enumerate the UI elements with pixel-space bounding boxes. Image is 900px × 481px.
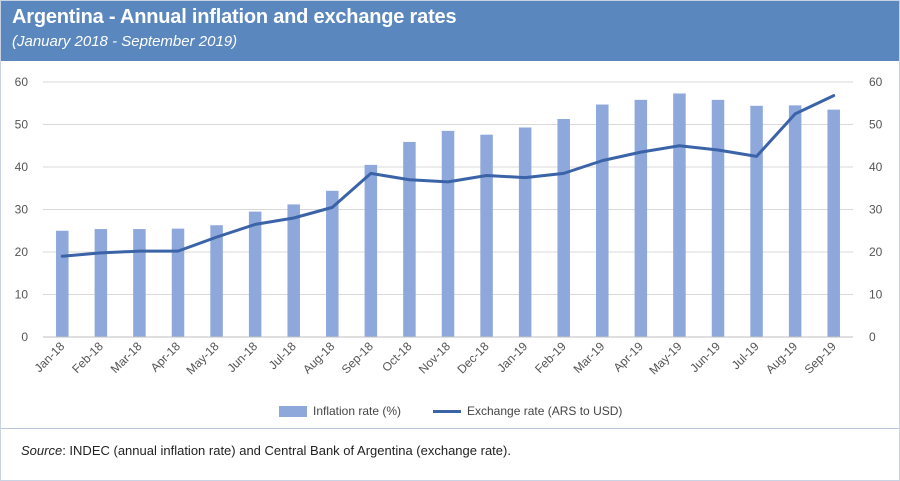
x-tick-label: Jan-19 [494, 339, 530, 375]
bar-inflation [634, 99, 648, 337]
header-banner: Argentina - Annual inflation and exchang… [1, 1, 899, 61]
x-tick-label: Dec-18 [454, 339, 491, 376]
y2-tick-label: 30 [869, 203, 883, 217]
legend-item-inflation: Inflation rate (%) [279, 404, 401, 418]
legend-line-swatch [433, 409, 461, 413]
x-tick-label: Aug-19 [763, 339, 800, 376]
x-tick-label: Aug-18 [300, 339, 337, 376]
x-tick-label: Jan-18 [32, 339, 68, 375]
chart-subtitle: (January 2018 - September 2019) [12, 33, 238, 50]
x-tick-label: Jul-19 [729, 339, 762, 372]
line-series [60, 94, 836, 258]
x-tick-label: Mar-18 [108, 339, 145, 376]
bar-inflation [673, 93, 686, 337]
bar-inflation [171, 228, 185, 337]
x-tick-label: Mar-19 [571, 339, 608, 376]
legend-label-exchange: Exchange rate (ARS to USD) [467, 404, 623, 418]
x-tick-label: Sep-18 [339, 339, 376, 376]
y2-tick-label: 40 [869, 160, 883, 174]
bar-inflation [94, 229, 108, 337]
x-tick-label: Jun-19 [687, 339, 723, 375]
y2-tick-label: 60 [869, 75, 883, 89]
x-tick-label: Apr-18 [148, 339, 184, 375]
bar-inflation [326, 190, 339, 337]
bar-inflation [210, 225, 223, 337]
y-tick-label: 40 [15, 160, 29, 174]
x-tick-label: Sep-19 [802, 339, 839, 376]
source-text: : INDEC (annual inflation rate) and Cent… [62, 443, 511, 458]
bar-inflation [441, 130, 455, 337]
bar-inflation [56, 230, 69, 337]
y2-tick-label: 50 [869, 118, 883, 132]
bar-inflation [596, 104, 609, 338]
bar-inflation [248, 211, 262, 337]
legend-bar-swatch [279, 405, 307, 417]
y-tick-label: 30 [15, 203, 29, 217]
y2-tick-label: 10 [869, 288, 883, 302]
y-tick-label: 10 [15, 288, 29, 302]
bar-inflation [788, 105, 802, 337]
bar-inflation [364, 164, 378, 337]
bar-inflation [403, 141, 416, 337]
bar-inflation [518, 127, 532, 337]
y2-tick-label: 20 [869, 245, 883, 259]
y-tick-label: 60 [15, 75, 29, 89]
bar-inflation [750, 105, 763, 337]
x-tick-label: May-19 [646, 339, 684, 377]
x-tick-label: Oct-18 [379, 339, 415, 375]
legend-item-exchange: Exchange rate (ARS to USD) [433, 404, 622, 418]
legend-label-inflation: Inflation rate (%) [313, 404, 402, 418]
x-tick-label: Feb-19 [532, 339, 569, 376]
x-tick-label: Jul-18 [266, 339, 299, 372]
source-divider [1, 428, 899, 429]
chart-title: Argentina - Annual inflation and exchang… [12, 6, 457, 28]
x-tick-label: Feb-18 [69, 339, 106, 376]
bar-inflation [133, 229, 146, 337]
x-tick-label: Apr-19 [611, 339, 647, 375]
y-tick-label: 0 [21, 330, 28, 344]
y-tick-label: 20 [15, 245, 29, 259]
legend: Inflation rate (%) Exchange rate (ARS to… [1, 402, 899, 422]
source-note: Source: INDEC (annual inflation rate) an… [21, 443, 511, 458]
bar-inflation [711, 99, 725, 337]
y2-tick-label: 0 [869, 330, 876, 344]
bar-inflation [557, 118, 570, 337]
bar-inflation [827, 109, 840, 337]
source-label: Source [21, 443, 63, 458]
bar-series [56, 93, 840, 338]
y-tick-label: 50 [15, 118, 29, 132]
bar-inflation [287, 204, 300, 337]
bar-inflation [480, 134, 493, 337]
x-tick-label: Nov-18 [416, 339, 453, 376]
x-tick-label: Jun-18 [224, 339, 260, 375]
x-tick-label: May-18 [183, 339, 221, 377]
